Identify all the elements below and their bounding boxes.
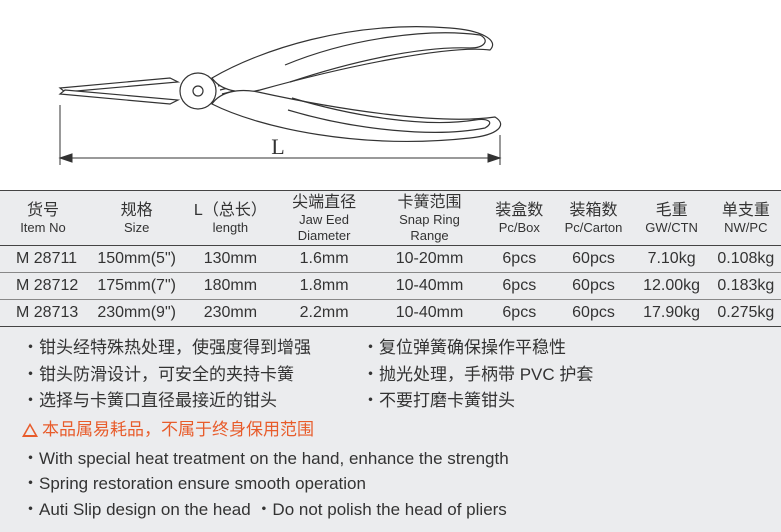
table-cell: 2.2mm [273, 300, 375, 327]
table-cell: 0.275kg [711, 300, 781, 327]
warning-text: 本品属易耗品，不属于终身保用范围 [42, 420, 314, 439]
table-cell: 230mm [187, 300, 273, 327]
feature-line-cn: ・钳头防滑设计，可安全的夹持卡簧 ・抛光处理，手柄带 PVC 护套 [22, 362, 759, 388]
warning-icon [22, 423, 38, 437]
feature-line-en: ・Auti Slip design on the head ・Do not po… [22, 497, 759, 523]
feature-line-cn: ・选择与卡簧口直径最接近的钳头 ・不要打磨卡簧钳头 [22, 388, 759, 414]
table-row: M 28711150mm(5")130mm1.6mm10-20mm6pcs60p… [0, 246, 781, 273]
table-cell: 130mm [187, 246, 273, 273]
features-en: ・With special heat treatment on the hand… [22, 446, 759, 523]
features-cn: ・钳头经特殊热处理，使强度得到增强 ・复位弹簧确保操作平稳性・钳头防滑设计，可安… [22, 335, 759, 414]
feature-text: ・不要打磨卡簧钳头 [362, 391, 515, 410]
feature-line-cn: ・钳头经特殊热处理，使强度得到增强 ・复位弹簧确保操作平稳性 [22, 335, 759, 361]
warning-line: 本品属易耗品，不属于终身保用范围 [22, 416, 759, 443]
col-gw: 毛重GW/CTN [633, 191, 711, 246]
feature-line-en: ・With special heat treatment on the hand… [22, 446, 759, 472]
table-cell: 10-40mm [375, 273, 484, 300]
table-cell: 6pcs [484, 273, 554, 300]
features-block: ・钳头经特殊热处理，使强度得到增强 ・复位弹簧确保操作平稳性・钳头防滑设计，可安… [0, 327, 781, 532]
table-cell: 6pcs [484, 246, 554, 273]
pliers-svg: L [30, 10, 530, 175]
table-cell: 0.108kg [711, 246, 781, 273]
table-cell: 230mm(9") [86, 300, 188, 327]
table-header-row: 货号Item No 规格Size L（总长）length 尖端直径Jaw Eed… [0, 191, 781, 246]
spec-table: 货号Item No 规格Size L（总长）length 尖端直径Jaw Eed… [0, 191, 781, 327]
table-cell: 6pcs [484, 300, 554, 327]
feature-text: ・抛光处理，手柄带 PVC 护套 [362, 365, 593, 384]
table-cell: M 28712 [0, 273, 86, 300]
table-cell: 7.10kg [633, 246, 711, 273]
feature-text: ・钳头经特殊热处理，使强度得到增强 [22, 338, 362, 357]
col-pc-box: 装盒数Pc/Box [484, 191, 554, 246]
length-label: L [271, 134, 284, 159]
table-cell: 0.183kg [711, 273, 781, 300]
feature-text: ・钳头防滑设计，可安全的夹持卡簧 [22, 365, 362, 384]
table-cell: 10-20mm [375, 246, 484, 273]
feature-text: ・选择与卡簧口直径最接近的钳头 [22, 391, 362, 410]
table-cell: 175mm(7") [86, 273, 188, 300]
feature-text: ・复位弹簧确保操作平稳性 [362, 338, 566, 357]
col-pc-carton: 装箱数Pc/Carton [554, 191, 632, 246]
table-cell: 10-40mm [375, 300, 484, 327]
table-cell: M 28713 [0, 300, 86, 327]
col-size: 规格Size [86, 191, 188, 246]
page-container: L 货号Item No 规格Size L（总长）length 尖端直径Jaw E… [0, 0, 781, 532]
col-length: L（总长）length [187, 191, 273, 246]
table-cell: 17.90kg [633, 300, 711, 327]
table-cell: 60pcs [554, 273, 632, 300]
col-nw: 单支重NW/PC [711, 191, 781, 246]
table-row: M 28712175mm(7")180mm1.8mm10-40mm6pcs60p… [0, 273, 781, 300]
table-cell: 180mm [187, 273, 273, 300]
table-cell: M 28711 [0, 246, 86, 273]
col-snap-range: 卡簧范围Snap Ring Range [375, 191, 484, 246]
col-jaw-dia: 尖端直径Jaw Eed Diameter [273, 191, 375, 246]
product-diagram: L [0, 0, 781, 190]
table-row: M 28713230mm(9")230mm2.2mm10-40mm6pcs60p… [0, 300, 781, 327]
table-body: M 28711150mm(5")130mm1.6mm10-20mm6pcs60p… [0, 246, 781, 327]
feature-line-en: ・Spring restoration ensure smooth operat… [22, 471, 759, 497]
table-cell: 60pcs [554, 246, 632, 273]
spec-table-area: 货号Item No 规格Size L（总长）length 尖端直径Jaw Eed… [0, 190, 781, 532]
table-cell: 60pcs [554, 300, 632, 327]
table-cell: 1.8mm [273, 273, 375, 300]
table-cell: 12.00kg [633, 273, 711, 300]
table-cell: 1.6mm [273, 246, 375, 273]
table-cell: 150mm(5") [86, 246, 188, 273]
col-item-no: 货号Item No [0, 191, 86, 246]
